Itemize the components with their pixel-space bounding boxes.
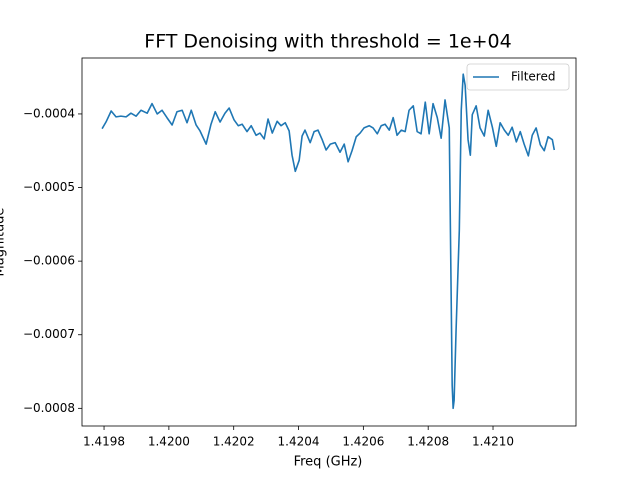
y-tick-label: −0.0008 bbox=[23, 401, 75, 415]
x-tick-label: 1.4204 bbox=[278, 435, 320, 449]
x-tick-label: 1.4200 bbox=[148, 435, 190, 449]
plot-frame bbox=[81, 57, 577, 427]
x-tick-label: 1.4202 bbox=[213, 435, 255, 449]
legend-box bbox=[466, 63, 570, 91]
x-tick-label: 1.4206 bbox=[342, 435, 384, 449]
chart-title: FFT Denoising with threshold = 1e+04 bbox=[144, 31, 511, 53]
y-axis-label: Magnitude bbox=[0, 208, 8, 277]
y-tick-label: −0.0007 bbox=[23, 327, 75, 341]
x-tick-label: 1.4198 bbox=[83, 435, 125, 449]
y-tick-label: −0.0005 bbox=[23, 180, 75, 194]
y-tick-label: −0.0006 bbox=[23, 254, 75, 268]
x-tick-label: 1.4208 bbox=[407, 435, 449, 449]
data-line bbox=[101, 73, 556, 410]
y-tick-label: −0.0004 bbox=[23, 106, 75, 120]
x-tick-label: 1.4210 bbox=[472, 435, 514, 449]
x-axis-label: Freq (GHz) bbox=[294, 455, 363, 470]
legend-label: Filtered bbox=[511, 70, 555, 84]
